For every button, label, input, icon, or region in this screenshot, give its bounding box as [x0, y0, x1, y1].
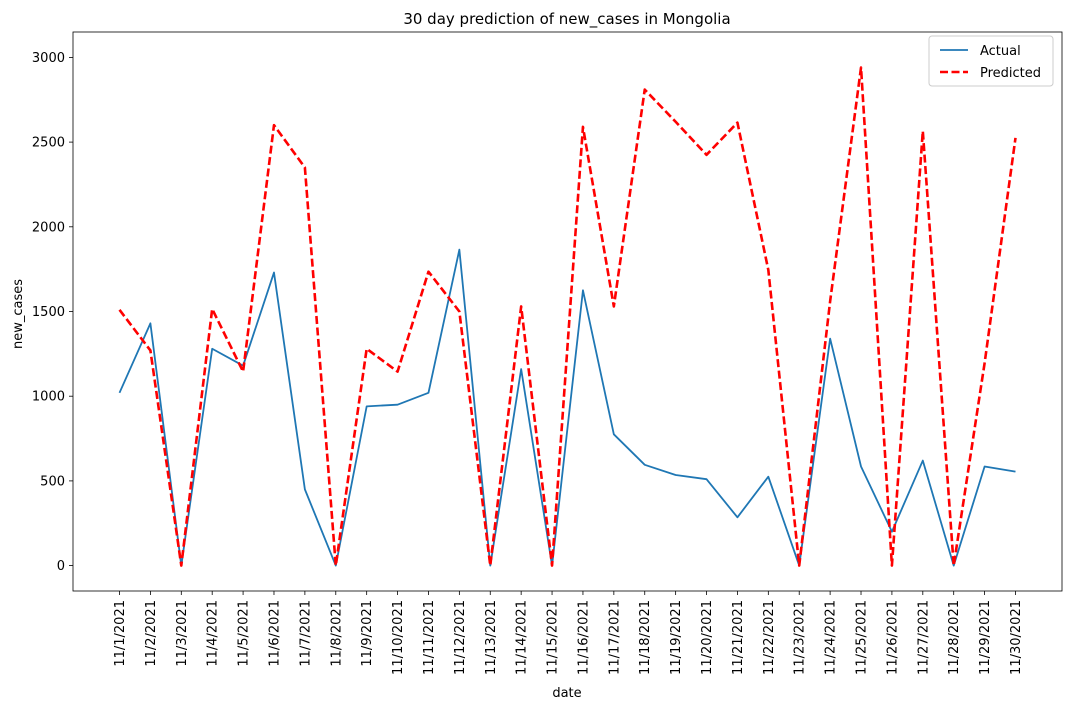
y-tick-label-1: 500	[40, 474, 65, 489]
x-tick-label-25: 11/26/2021	[885, 600, 900, 675]
x-tick-label-6: 11/7/2021	[298, 600, 313, 667]
x-tick-label-2: 11/3/2021	[175, 600, 190, 667]
x-tick-label-7: 11/8/2021	[329, 600, 344, 667]
chart-title: 30 day prediction of new_cases in Mongol…	[403, 10, 730, 29]
x-tick-label-1: 11/2/2021	[144, 600, 159, 667]
x-tick-label-18: 11/19/2021	[669, 600, 684, 675]
x-axis: 11/1/2021 11/2/2021 11/3/2021 11/4/2021 11/5…	[113, 591, 1024, 675]
series-layer	[118, 66, 1017, 567]
x-tick-label-16: 11/17/2021	[607, 600, 622, 675]
x-tick-label-9: 11/10/2021	[391, 600, 406, 675]
x-tick-label-13: 11/14/2021	[515, 600, 530, 675]
x-tick-label-23: 11/24/2021	[824, 600, 839, 675]
legend-label-actual: Actual	[980, 44, 1021, 59]
x-tick-label-10: 11/11/2021	[422, 600, 437, 675]
x-tick-label-27: 11/28/2021	[947, 600, 962, 675]
series-line-predicted	[118, 66, 1017, 567]
x-tick-label-15: 11/16/2021	[576, 600, 591, 675]
x-tick-label-8: 11/9/2021	[360, 600, 375, 667]
x-tick-label-26: 11/27/2021	[916, 600, 931, 675]
x-tick-label-24: 11/25/2021	[855, 600, 870, 675]
y-tick-label-2: 1000	[32, 390, 65, 405]
x-tick-label-29: 11/30/2021	[1009, 600, 1024, 675]
x-tick-label-20: 11/21/2021	[731, 600, 746, 675]
y-tick-label-4: 2000	[32, 220, 65, 235]
x-tick-label-5: 11/6/2021	[267, 600, 282, 667]
x-tick-label-19: 11/20/2021	[700, 600, 715, 675]
x-tick-label-3: 11/4/2021	[206, 600, 221, 667]
x-tick-label-21: 11/22/2021	[762, 600, 777, 675]
legend-box	[928, 35, 1054, 87]
x-tick-label-28: 11/29/2021	[978, 600, 993, 675]
x-tick-label-22: 11/23/2021	[793, 600, 808, 675]
y-tick-label-3: 1500	[32, 305, 65, 320]
x-tick-label-4: 11/5/2021	[237, 600, 252, 667]
y-axis: 0 500 1000 1500 2000 2500 3000	[32, 51, 73, 574]
x-tick-label-17: 11/18/2021	[638, 600, 653, 675]
y-axis-label: new_cases	[11, 279, 26, 349]
y-tick-label-0: 0	[57, 559, 65, 574]
x-tick-label-12: 11/13/2021	[484, 600, 499, 675]
x-tick-label-0: 11/1/2021	[113, 600, 128, 667]
y-tick-label-5: 2500	[32, 136, 65, 151]
x-tick-label-11: 11/12/2021	[453, 600, 468, 675]
legend-label-predicted: Predicted	[980, 66, 1041, 81]
series-line-actual	[118, 248, 1016, 567]
y-tick-label-6: 3000	[32, 51, 65, 66]
legend: Actual Predicted	[928, 35, 1054, 87]
x-axis-label: date	[552, 686, 581, 701]
x-tick-label-14: 11/15/2021	[546, 600, 561, 675]
